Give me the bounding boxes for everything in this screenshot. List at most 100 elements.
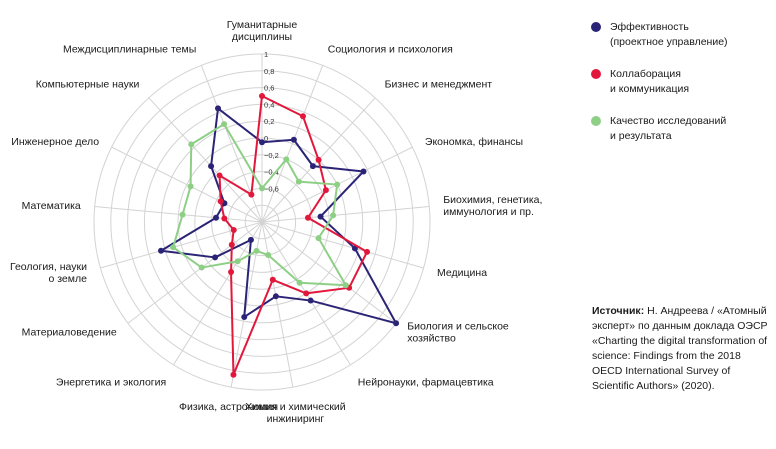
data-point — [265, 252, 272, 259]
data-point — [317, 213, 324, 220]
data-point — [221, 215, 228, 222]
series-line — [160, 107, 398, 325]
tick-label: 0,4 — [264, 100, 274, 109]
tick-label: −0,4 — [264, 168, 279, 177]
legend-item-effectiveness: Эффективность (проектное управление) — [588, 20, 773, 50]
category-label: Экономка, финансы — [425, 136, 523, 148]
data-point — [215, 105, 221, 112]
data-point — [170, 244, 177, 251]
category-label: Компьютерные науки — [36, 79, 140, 91]
grid-spoke — [94, 206, 263, 223]
legend-marker — [591, 116, 601, 126]
category-label: Химия и химический — [245, 401, 346, 413]
data-point — [230, 227, 237, 234]
data-point — [259, 185, 265, 192]
data-point — [253, 247, 260, 254]
data-point — [259, 93, 265, 99]
data-point — [283, 156, 290, 163]
data-point — [198, 264, 205, 271]
data-point — [208, 163, 215, 170]
grid-spoke — [200, 65, 263, 223]
legend-label: и коммуникация — [610, 83, 690, 95]
data-point — [290, 136, 297, 143]
data-point — [295, 178, 302, 185]
grid-spoke — [127, 221, 263, 324]
data-point — [212, 254, 219, 261]
data-point — [188, 141, 195, 148]
category-label: Физика, астрономия — [179, 401, 278, 413]
tick-label: −0,6 — [264, 184, 279, 193]
legend-marker — [591, 69, 601, 79]
data-point — [221, 121, 228, 128]
category-label: о земле — [48, 273, 87, 285]
data-point — [334, 181, 341, 188]
category-label: Геология, науки — [10, 261, 87, 273]
data-point — [393, 320, 400, 327]
data-point — [322, 187, 329, 194]
data-point — [305, 214, 311, 221]
data-point — [315, 235, 322, 242]
grid-spoke — [148, 97, 263, 223]
tick-label: 0 — [264, 134, 268, 143]
data-point — [299, 113, 306, 120]
category-label: Социология и психология — [328, 43, 453, 55]
data-point — [247, 236, 254, 243]
category-label: Материаловедение — [22, 327, 117, 339]
tick-label: 0,8 — [264, 67, 274, 76]
legend-marker — [591, 22, 601, 32]
grid-spoke — [261, 221, 294, 388]
legend-item-quality: Качество исследований и результата — [588, 114, 773, 144]
legend-label: и результата — [610, 130, 672, 142]
data-point — [217, 198, 224, 205]
legend-label: Эффективность — [610, 21, 689, 33]
category-label: Гуманитарные — [227, 19, 298, 31]
source-label: Источник: — [592, 305, 645, 317]
grid-spoke — [261, 206, 430, 223]
category-label: Бизнес и менеджмент — [385, 79, 493, 91]
data-point — [360, 168, 367, 175]
data-point — [269, 276, 276, 283]
data-point — [303, 290, 310, 297]
data-point — [342, 282, 349, 289]
data-point — [364, 248, 371, 255]
category-label: иммунология и пр. — [443, 206, 534, 218]
data-point — [296, 279, 303, 286]
grid-spoke — [111, 146, 263, 223]
category-label: Междисциплинарные темы — [63, 43, 196, 55]
data-point — [309, 163, 316, 170]
data-point — [187, 183, 194, 190]
category-label: Энергетика и экология — [56, 377, 166, 389]
data-point — [351, 245, 358, 252]
category-label: хозяйство — [407, 333, 456, 345]
category-label: Биохимия, генетика, — [443, 194, 542, 206]
legend-label: Коллаборация — [610, 68, 681, 80]
data-point — [315, 156, 322, 163]
data-point — [179, 211, 186, 218]
legend-item-collaboration: Коллаборация и коммуникация — [588, 67, 773, 97]
grid-spoke — [261, 221, 424, 269]
data-point — [158, 247, 165, 254]
grid-spoke — [261, 221, 397, 324]
legend-label: Качество исследований — [610, 115, 727, 127]
category-label: Математика — [22, 200, 81, 212]
grid-spoke — [261, 65, 324, 223]
data-point — [307, 297, 314, 304]
data-point — [330, 212, 337, 219]
category-label: дисциплины — [232, 31, 292, 43]
category-label: инжиниринг — [267, 413, 325, 425]
legend-label: (проектное управление) — [610, 36, 728, 48]
series-line — [218, 95, 369, 376]
category-label: Биология и сельское — [407, 321, 509, 333]
tick-label: 1 — [264, 50, 268, 59]
source-note: Источник: Н. Андреева / «Атомный эксперт… — [592, 304, 772, 394]
grid-spoke — [173, 221, 263, 366]
data-point — [259, 139, 265, 146]
data-point — [241, 313, 248, 320]
category-label: Инженерное дело — [11, 136, 99, 148]
category-label: Медицина — [437, 267, 487, 279]
series-line — [172, 123, 347, 287]
tick-label: −0,2 — [264, 151, 279, 160]
data-point — [248, 191, 255, 198]
data-point — [228, 268, 235, 275]
